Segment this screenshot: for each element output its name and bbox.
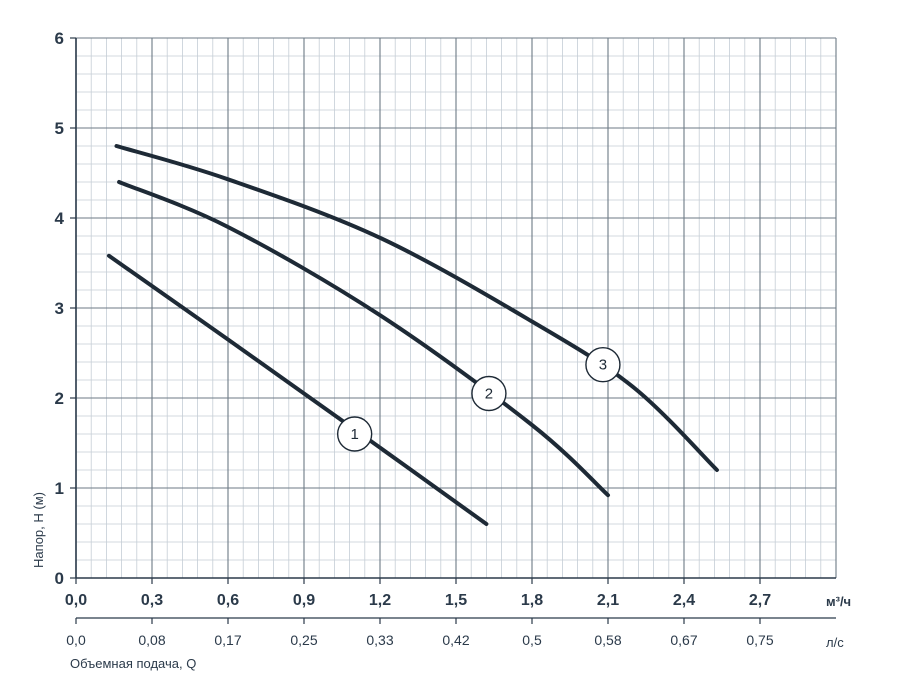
x2-tick-label: 0,5 bbox=[522, 632, 542, 648]
x2-tick-label: 0,58 bbox=[594, 632, 621, 648]
x2-tick-label: 0,42 bbox=[442, 632, 469, 648]
y-tick-label: 2 bbox=[55, 389, 64, 408]
x-tick-label: 1,8 bbox=[521, 592, 543, 609]
x-axis-label: Объемная подача, Q bbox=[70, 656, 196, 671]
x-tick-label: 0,3 bbox=[141, 592, 163, 609]
series-lines bbox=[106, 144, 719, 526]
x-tick-label: 1,2 bbox=[369, 592, 391, 609]
x-tick-label: 0,9 bbox=[293, 592, 315, 609]
x-tick-label: 1,5 bbox=[445, 592, 467, 609]
series-markers: 1 2 3 bbox=[336, 347, 621, 452]
x2-tick-label: 0,33 bbox=[366, 632, 393, 648]
series-marker-2 bbox=[471, 375, 507, 412]
y-tick-label: 6 bbox=[55, 29, 64, 48]
tick-labels: 0 1 2 3 4 5 6 0,0 0,3 0,6 0,9 1,2 1,5 1,8 2,1 2,4 2,7 0,0… bbox=[55, 29, 774, 648]
x2-tick-label: 0,08 bbox=[138, 632, 165, 648]
series-marker-label-2: 2 bbox=[485, 386, 493, 403]
x2-tick-label: 0,75 bbox=[746, 632, 773, 648]
y-tick-label: 3 bbox=[55, 299, 64, 318]
x-tick-label: 0,0 bbox=[65, 592, 87, 609]
x2-axis-unit: л/с bbox=[826, 635, 844, 650]
series-marker-label-1: 1 bbox=[350, 426, 358, 443]
x-tick-label: 0,6 bbox=[217, 592, 239, 609]
x-tick-label: 2,4 bbox=[673, 592, 695, 609]
x2-tick-label: 0,25 bbox=[290, 632, 317, 648]
y-tick-label: 5 bbox=[55, 119, 64, 138]
series-marker-3 bbox=[585, 347, 621, 383]
x-tick-label: 2,1 bbox=[597, 592, 619, 609]
x-tick-label: 2,7 bbox=[749, 592, 771, 609]
x2-tick-label: 0,67 bbox=[670, 632, 697, 648]
major-grid bbox=[75, 37, 837, 579]
y-axis-label: Напор, H (м) bbox=[31, 492, 46, 568]
x2-tick-label: 0,17 bbox=[214, 632, 241, 648]
x2-tick-label: 0,0 bbox=[66, 632, 86, 648]
y-tick-label: 0 bbox=[55, 569, 64, 588]
series-marker-label-3: 3 bbox=[599, 357, 607, 374]
series-marker-1 bbox=[336, 416, 373, 452]
series-line-2 bbox=[117, 180, 610, 498]
y-tick-label: 1 bbox=[55, 479, 64, 498]
x-axis-unit: м³/ч bbox=[826, 594, 851, 609]
series-line-1 bbox=[106, 253, 489, 526]
y-tick-label: 4 bbox=[55, 209, 65, 228]
series-line-3 bbox=[114, 144, 719, 472]
